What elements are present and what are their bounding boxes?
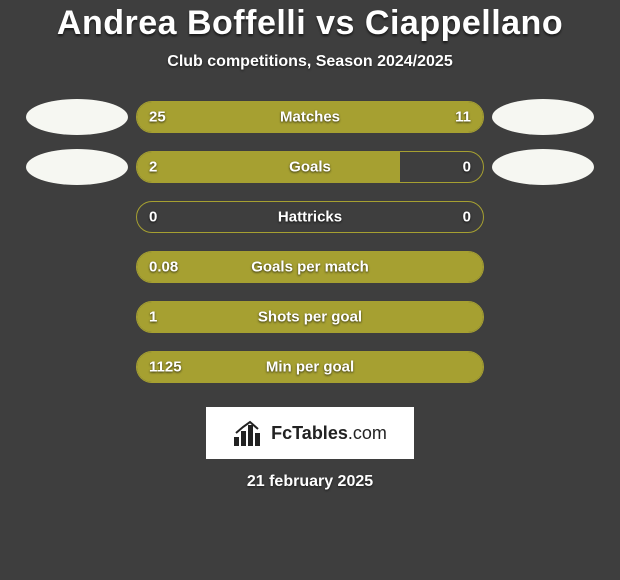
badge-slot-right <box>484 349 602 385</box>
fctables-logo-text: FcTables.com <box>271 423 387 444</box>
stat-value-right: 0 <box>463 159 471 176</box>
badge-slot-right <box>484 299 602 335</box>
stat-value-left: 0 <box>149 209 157 226</box>
stat-value-right: 11 <box>455 109 471 126</box>
stat-value-left: 1 <box>149 309 157 326</box>
stat-label: Min per goal <box>266 359 354 376</box>
badge-slot-left <box>18 199 136 235</box>
fctables-logo: FcTables.com <box>206 407 414 459</box>
bar-fill-left <box>137 152 400 182</box>
stat-bar: 25 Matches 11 <box>136 101 484 133</box>
subtitle: Club competitions, Season 2024/2025 <box>167 53 452 71</box>
stat-row: 2 Goals 0 <box>0 149 620 185</box>
stat-label: Goals <box>289 159 331 176</box>
badge-slot-right <box>484 149 602 185</box>
team-badge-left <box>26 149 128 185</box>
stat-row: 25 Matches 11 <box>0 99 620 135</box>
badge-slot-left <box>18 149 136 185</box>
comparison-infographic: Andrea Boffelli vs Ciappellano Club comp… <box>0 0 620 580</box>
chart-bars-icon <box>233 419 265 447</box>
badge-slot-right <box>484 249 602 285</box>
stat-label: Shots per goal <box>258 309 362 326</box>
stat-row: 0.08 Goals per match <box>0 249 620 285</box>
badge-slot-right <box>484 99 602 135</box>
team-badge-left <box>26 99 128 135</box>
stat-value-left: 0.08 <box>149 259 178 276</box>
stat-bar: 1125 Min per goal <box>136 351 484 383</box>
stat-bar: 0.08 Goals per match <box>136 251 484 283</box>
stat-bar: 1 Shots per goal <box>136 301 484 333</box>
footer-date: 21 february 2025 <box>247 473 373 491</box>
team-badge-right <box>492 149 594 185</box>
stat-value-left: 25 <box>149 109 166 126</box>
stat-bar: 2 Goals 0 <box>136 151 484 183</box>
badge-slot-left <box>18 99 136 135</box>
stat-label: Goals per match <box>251 259 369 276</box>
logo-text-suffix: .com <box>348 423 387 443</box>
badge-slot-left <box>18 299 136 335</box>
stat-row: 0 Hattricks 0 <box>0 199 620 235</box>
badge-slot-left <box>18 349 136 385</box>
page-title: Andrea Boffelli vs Ciappellano <box>57 4 563 43</box>
logo-text-main: FcTables <box>271 423 348 443</box>
badge-slot-left <box>18 249 136 285</box>
stat-label: Hattricks <box>278 209 342 226</box>
stat-row: 1 Shots per goal <box>0 299 620 335</box>
stat-value-left: 2 <box>149 159 157 176</box>
team-badge-right <box>492 99 594 135</box>
stat-row: 1125 Min per goal <box>0 349 620 385</box>
badge-slot-right <box>484 199 602 235</box>
stat-bar: 0 Hattricks 0 <box>136 201 484 233</box>
stat-label: Matches <box>280 109 340 126</box>
stat-rows: 25 Matches 11 2 Goals 0 0 Hattricks 0 0.08 Goals p… <box>0 99 620 385</box>
stat-value-left: 1125 <box>149 359 182 376</box>
stat-value-right: 0 <box>463 209 471 226</box>
